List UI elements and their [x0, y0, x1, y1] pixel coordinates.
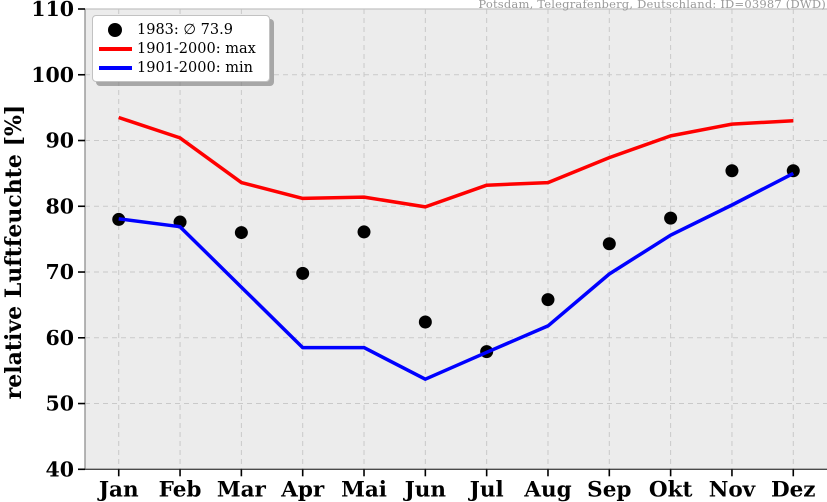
legend-swatch-col — [93, 65, 137, 70]
x-tick-label-Jun: Jun — [403, 477, 447, 502]
data-point-1983-Okt — [664, 211, 678, 225]
series-line-max — [118, 115, 794, 209]
x-tick-label-Mai: Mai — [341, 477, 387, 502]
data-point-1983-Mai — [357, 225, 371, 239]
y-axis-label: relative Luftfeuchte [%] — [1, 104, 27, 400]
x-tick-label-Dez: Dez — [771, 477, 816, 502]
legend-label-max: 1901-2000: max — [137, 40, 256, 57]
data-point-1983-Nov — [725, 164, 739, 178]
y-tick-label-60: 60 — [45, 326, 74, 350]
legend-item-min: 1901-2000: min — [93, 58, 256, 77]
y-tick-label-80: 80 — [45, 194, 74, 218]
x-tick-label-Aug: Aug — [523, 477, 571, 502]
x-tick-label-Nov: Nov — [709, 477, 757, 502]
series-line-min — [118, 171, 795, 381]
min-line-marker-icon — [98, 65, 132, 70]
x-tick-label-Feb: Feb — [159, 477, 202, 502]
data-point-1983-Apr — [296, 266, 310, 280]
y-tick-label-40: 40 — [45, 457, 74, 481]
legend-item-1983: 1983: ∅ 73.9 — [93, 20, 256, 39]
scatter-dot-marker-icon — [108, 22, 122, 37]
x-tick-label-Sep: Sep — [587, 477, 631, 502]
legend-label-1983: 1983: ∅ 73.9 — [137, 21, 233, 38]
y-tick-label-110: 110 — [31, 0, 74, 21]
data-point-1983-Aug — [541, 293, 555, 307]
legend-swatch-col — [93, 46, 137, 51]
data-point-1983-Jun — [418, 315, 432, 329]
x-tick-label-Jul: Jul — [468, 477, 504, 502]
data-point-1983-Mar — [234, 226, 248, 240]
max-line-marker-icon — [98, 46, 132, 51]
legend: 1983: ∅ 73.9 1901-2000: max 1901-2000: m… — [92, 15, 270, 82]
y-tick-label-50: 50 — [45, 392, 74, 416]
x-tick-label-Apr: Apr — [280, 477, 325, 502]
y-tick-label-70: 70 — [45, 260, 74, 284]
station-title: Potsdam, Telegrafenberg, Deutschland: ID… — [478, 0, 826, 11]
x-tick-label-Okt: Okt — [649, 477, 693, 502]
y-tick-label-90: 90 — [45, 129, 74, 153]
y-tick-label-100: 100 — [31, 63, 74, 87]
x-tick-label-Mar: Mar — [217, 477, 267, 502]
legend-swatch-col — [93, 22, 137, 37]
legend-label-min: 1901-2000: min — [137, 59, 253, 76]
legend-item-max: 1901-2000: max — [93, 39, 256, 58]
data-point-1983-Sep — [602, 237, 616, 251]
plot-background — [85, 9, 827, 470]
x-tick-label-Jan: Jan — [97, 477, 139, 502]
